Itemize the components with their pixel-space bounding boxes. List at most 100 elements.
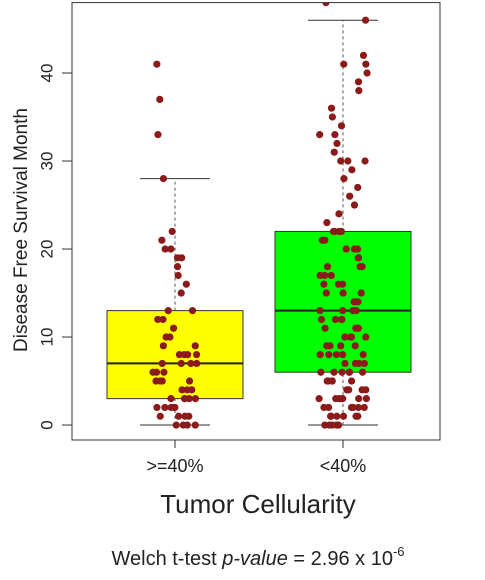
data-point	[354, 78, 363, 86]
data-point	[315, 395, 323, 403]
data-point	[327, 104, 336, 112]
data-point	[156, 95, 164, 104]
data-point	[354, 254, 362, 262]
data-point	[185, 412, 193, 420]
data-point	[316, 131, 324, 139]
data-point	[175, 351, 184, 359]
data-point	[193, 359, 201, 368]
data-point	[177, 359, 185, 368]
data-point	[173, 254, 182, 262]
y-tick-label: 40	[37, 64, 56, 83]
data-point	[159, 342, 167, 350]
data-point	[154, 315, 162, 324]
data-point	[178, 386, 186, 394]
data-point	[338, 280, 347, 288]
data-point	[168, 227, 176, 236]
data-point	[175, 412, 183, 420]
data-point	[172, 421, 180, 429]
data-point	[348, 166, 356, 174]
data-point	[359, 51, 368, 60]
data-point	[349, 307, 357, 315]
data-point	[360, 359, 368, 368]
data-point	[346, 192, 354, 200]
data-point	[340, 60, 348, 68]
x-tick-label: >=40%	[146, 456, 203, 476]
data-point	[337, 342, 345, 350]
data-point	[174, 271, 182, 280]
data-point	[331, 315, 340, 324]
y-tick-label: 20	[37, 240, 56, 259]
data-point	[343, 386, 352, 394]
data-point	[330, 148, 338, 156]
data-point	[191, 421, 199, 429]
data-point	[344, 157, 352, 165]
data-point	[360, 403, 368, 412]
data-point	[159, 175, 168, 183]
data-point	[362, 386, 370, 394]
data-point	[331, 131, 339, 139]
data-point	[363, 69, 371, 77]
data-point	[330, 368, 338, 376]
data-point	[351, 342, 359, 350]
data-point	[152, 368, 161, 376]
data-point	[187, 359, 195, 368]
data-point	[339, 289, 347, 297]
data-point	[160, 368, 168, 376]
data-point	[177, 289, 185, 297]
data-point	[185, 377, 194, 385]
data-point	[339, 307, 347, 315]
data-point	[185, 395, 193, 403]
data-point	[328, 113, 337, 121]
data-point	[340, 175, 348, 183]
data-point	[333, 139, 341, 148]
data-point	[182, 280, 190, 288]
data-point	[171, 403, 179, 412]
data-point	[322, 289, 330, 297]
data-point	[361, 16, 370, 24]
data-point	[191, 342, 199, 350]
data-point	[184, 351, 192, 359]
data-point	[347, 377, 356, 385]
data-point	[362, 333, 370, 341]
caption-text: Welch t-test	[111, 548, 222, 570]
data-point	[357, 289, 365, 297]
data-point	[317, 315, 326, 324]
plot-frame	[71, 2, 441, 441]
data-point	[358, 263, 366, 271]
data-point	[316, 307, 324, 315]
data-point	[328, 377, 336, 385]
data-point	[321, 324, 329, 332]
data-point	[333, 412, 341, 420]
data-point	[337, 122, 346, 130]
data-point	[327, 412, 335, 420]
data-point	[327, 271, 335, 280]
data-point	[173, 263, 182, 271]
data-point	[338, 368, 346, 376]
y-axis-label: Disease Free Survival Month	[11, 108, 32, 352]
data-point	[352, 324, 360, 332]
data-point	[320, 403, 328, 412]
data-point	[156, 377, 164, 385]
data-point	[325, 351, 333, 359]
data-point	[339, 351, 347, 359]
data-point	[167, 395, 175, 403]
data-point	[354, 183, 362, 192]
data-point	[355, 395, 363, 403]
data-point	[164, 307, 172, 315]
data-point	[158, 359, 166, 368]
data-point	[337, 157, 345, 165]
data-point	[321, 236, 329, 244]
data-point	[351, 359, 360, 368]
y-tick-label: 0	[37, 420, 56, 429]
data-point	[358, 368, 367, 376]
data-point	[159, 315, 167, 324]
data-point	[161, 403, 169, 412]
caption: Welch t-test p-value = 2.96 x 10-6	[111, 544, 404, 570]
data-point	[359, 351, 367, 359]
data-point	[191, 395, 199, 403]
data-point	[153, 60, 161, 68]
data-point	[353, 245, 362, 253]
data-point	[320, 280, 328, 288]
data-point	[339, 412, 348, 420]
